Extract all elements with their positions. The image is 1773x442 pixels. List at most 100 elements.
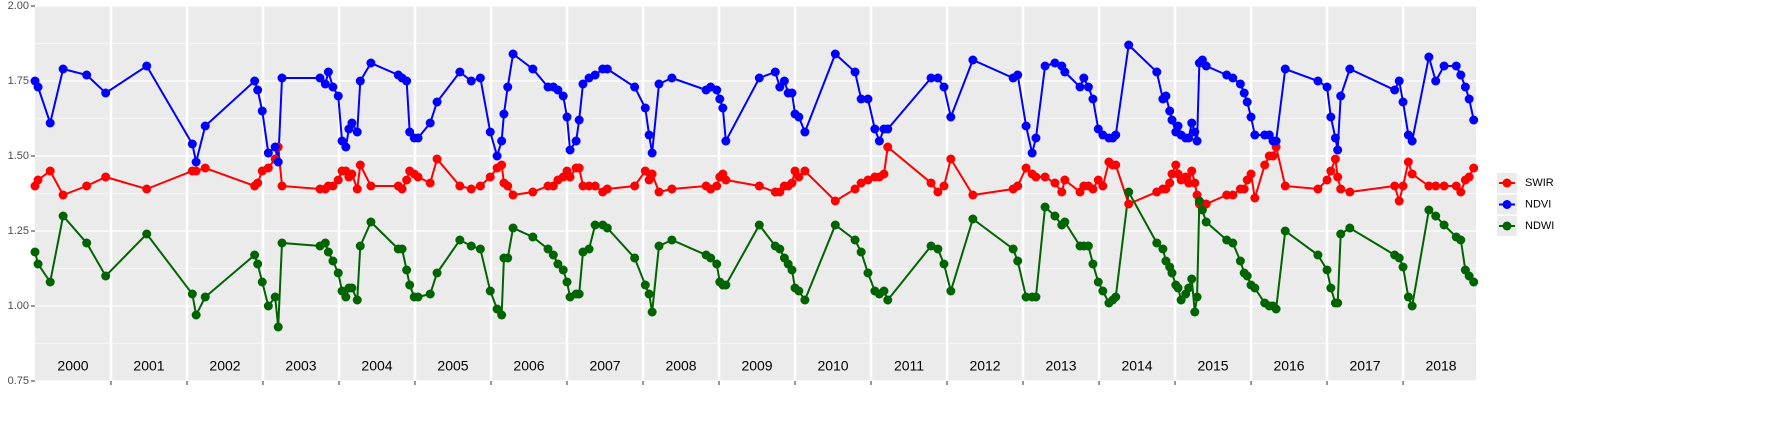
data-point [328, 256, 338, 266]
data-point [320, 238, 330, 248]
data-point [366, 58, 376, 68]
data-point [347, 283, 357, 293]
data-point [1088, 94, 1098, 104]
data-point [558, 91, 568, 101]
y-tick-label: 1.50 [8, 150, 29, 162]
data-point [1167, 268, 1177, 278]
data-point [432, 268, 442, 278]
data-point [800, 166, 810, 176]
data-point [794, 286, 804, 296]
data-point [1235, 79, 1245, 89]
data-point [413, 133, 423, 143]
data-point [571, 136, 581, 146]
data-point [1469, 115, 1479, 125]
data-point [1424, 181, 1434, 191]
data-point [856, 178, 866, 188]
data-point [850, 67, 860, 77]
data-point [602, 223, 612, 233]
data-point [1111, 130, 1121, 140]
data-point [397, 244, 407, 254]
data-point [1431, 211, 1441, 221]
data-point [1050, 178, 1060, 188]
data-point [1031, 172, 1041, 182]
data-point [101, 172, 111, 182]
data-point [323, 67, 333, 77]
data-point [640, 166, 650, 176]
data-point [333, 268, 343, 278]
data-point [1194, 196, 1204, 206]
data-point [712, 259, 722, 269]
data-point [1271, 304, 1281, 314]
data-point [58, 190, 68, 200]
data-point [413, 172, 423, 182]
data-point [1407, 301, 1417, 311]
data-point [142, 61, 152, 71]
data-point [1407, 136, 1417, 146]
data-point [712, 181, 722, 191]
year-label: 2007 [589, 358, 620, 374]
data-point [402, 265, 412, 275]
y-tick-label: 1.00 [8, 300, 29, 312]
data-point [273, 157, 283, 167]
y-tick-label: 1.25 [8, 225, 29, 237]
data-point [352, 295, 362, 305]
data-point [1326, 112, 1336, 122]
data-point [1184, 133, 1194, 143]
data-point [1161, 91, 1171, 101]
data-point [1456, 187, 1466, 197]
data-point [1228, 238, 1238, 248]
year-label: 2002 [209, 358, 240, 374]
data-point [366, 181, 376, 191]
data-point [630, 253, 640, 263]
data-point [946, 112, 956, 122]
data-point [1469, 163, 1479, 173]
data-point [497, 310, 507, 320]
data-point [1013, 256, 1023, 266]
year-label: 2008 [665, 358, 696, 374]
data-point [933, 73, 943, 83]
data-point [830, 49, 840, 59]
data-point [1322, 175, 1332, 185]
data-point [1424, 205, 1434, 215]
data-point [1333, 298, 1343, 308]
data-point [455, 67, 465, 77]
data-point [485, 127, 495, 137]
data-point [654, 241, 664, 251]
data-point [939, 181, 949, 191]
data-point [273, 322, 283, 332]
data-point [787, 178, 797, 188]
data-point [640, 103, 650, 113]
data-point [503, 253, 513, 263]
data-point [779, 76, 789, 86]
data-point [328, 181, 338, 191]
data-point [946, 154, 956, 164]
data-point [508, 223, 518, 233]
data-point [1060, 67, 1070, 77]
data-point [352, 184, 362, 194]
data-point [1088, 259, 1098, 269]
data-point [508, 49, 518, 59]
data-point [968, 214, 978, 224]
data-point [466, 184, 476, 194]
data-point [1322, 265, 1332, 275]
data-point [333, 91, 343, 101]
data-point [1021, 163, 1031, 173]
data-point [667, 235, 677, 245]
data-point [883, 124, 893, 134]
data-point [1246, 169, 1256, 179]
data-point [277, 238, 287, 248]
data-point [1187, 118, 1197, 128]
y-tick-label: 2.00 [8, 0, 29, 12]
data-point [1333, 172, 1343, 182]
data-point [263, 301, 273, 311]
data-point [528, 232, 538, 242]
year-label: 2004 [361, 358, 392, 374]
data-point [1456, 235, 1466, 245]
data-point [562, 112, 572, 122]
data-point [1260, 160, 1270, 170]
year-label: 2001 [133, 358, 164, 374]
data-point [1235, 256, 1245, 266]
data-point [1050, 58, 1060, 68]
data-point [355, 160, 365, 170]
data-point [553, 259, 563, 269]
